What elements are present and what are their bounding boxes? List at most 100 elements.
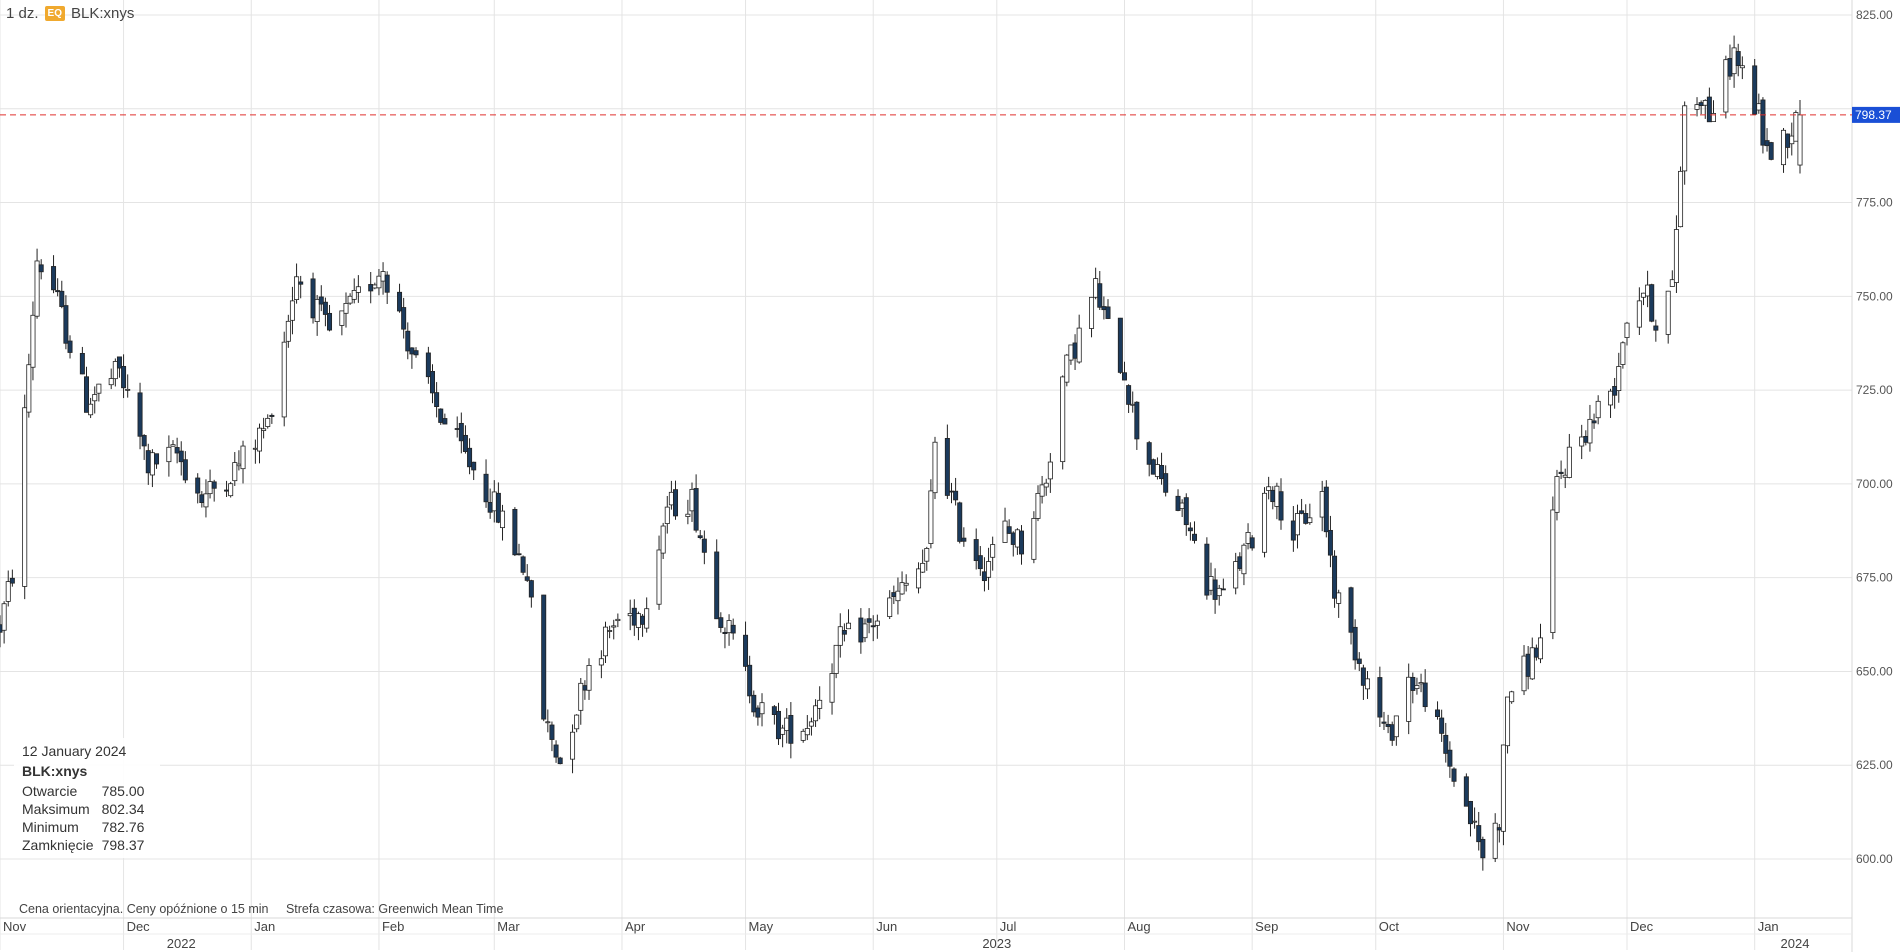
candle-body (1060, 376, 1066, 463)
candle-body (602, 626, 608, 657)
candle-body (1047, 461, 1053, 480)
y-tick-label: 725.00 (1856, 383, 1893, 397)
candle-body (1159, 465, 1165, 480)
candle-body (125, 388, 131, 391)
candle-body (1068, 344, 1074, 361)
tooltip-row-open: Otwarcie 785.00 (22, 782, 152, 800)
candle-body (1208, 576, 1214, 591)
candle-body (55, 290, 61, 293)
candle-body (1521, 655, 1527, 692)
candle-body (170, 444, 176, 447)
candle-body (1064, 354, 1070, 383)
candle-body (664, 506, 670, 524)
candle-body (1640, 292, 1646, 298)
candle-body (1002, 520, 1008, 543)
tooltip-date: 12 January 2024 (22, 743, 127, 759)
candle-body (1789, 135, 1795, 145)
symbol-label[interactable]: BLK:xnys (70, 5, 135, 22)
candle-body (269, 414, 275, 417)
candle-body (730, 624, 736, 634)
interval-label[interactable]: 1 dz. (6, 5, 39, 22)
candle-body (141, 435, 147, 447)
candle-body (775, 710, 781, 740)
ohlc-tooltip: 12 January 2024 BLK:xnys Otwarcie 785.00 … (14, 738, 161, 858)
candle-body (1579, 436, 1585, 447)
candle-body (635, 613, 641, 628)
candle-body (1727, 58, 1733, 77)
candle-body (112, 361, 118, 380)
candle-body (298, 281, 304, 285)
candle-body (1039, 484, 1045, 497)
candle-body (224, 489, 230, 492)
candle-body (1533, 647, 1539, 658)
candle-body (673, 489, 679, 517)
candle-body (1694, 104, 1700, 110)
candle-body (1117, 317, 1123, 373)
candle-body (1591, 420, 1597, 424)
candle-body (1406, 676, 1412, 722)
tooltip-row-low: Minimum 782.76 (22, 818, 152, 836)
candle-body (1463, 776, 1469, 807)
candle-body (1105, 306, 1111, 319)
candle-body (1233, 561, 1239, 589)
tooltip-value: 785.00 (101, 783, 145, 799)
candle-body (397, 291, 403, 312)
candle-body (800, 730, 806, 741)
candle-body (1447, 749, 1453, 767)
candle-body (1332, 555, 1338, 599)
candle-body (1550, 509, 1556, 634)
candle-body (1554, 476, 1560, 513)
candle-body (1529, 647, 1535, 680)
x-month-label: Jul (1000, 919, 1017, 934)
candle-body (1266, 486, 1272, 491)
x-year-label: 2023 (982, 936, 1011, 951)
candle-body (294, 276, 300, 300)
candle-body (1352, 626, 1358, 661)
candle-body (1179, 502, 1185, 510)
candle-body (1183, 497, 1189, 526)
candle-body (726, 620, 732, 634)
candle-body (232, 462, 238, 482)
candle-body (9, 577, 15, 584)
candle-body (1121, 372, 1127, 381)
candle-body (145, 450, 151, 474)
candle-body (1702, 100, 1708, 106)
y-tick-label: 600.00 (1856, 852, 1893, 866)
candle-body (108, 378, 114, 386)
y-tick-label: 700.00 (1856, 477, 1893, 491)
candle-body (1220, 588, 1226, 591)
candle-body (149, 452, 155, 476)
candle-body (1785, 133, 1791, 148)
candle-body (1245, 532, 1251, 544)
y-tick-label: 750.00 (1856, 289, 1893, 303)
x-month-label: Aug (1127, 919, 1150, 934)
candle-body (1595, 400, 1601, 419)
tooltip-label: Otwarcie (22, 783, 78, 799)
candle-body (1299, 510, 1305, 514)
candle-body (351, 290, 357, 300)
x-year-label: 2024 (1781, 936, 1810, 951)
candle-body (1043, 482, 1049, 488)
candle-body (322, 301, 328, 315)
candle-body (1768, 142, 1774, 160)
candle-body (1435, 709, 1441, 717)
candle-body (1752, 65, 1758, 115)
candle-body (429, 371, 435, 394)
tooltip-label: Maksimum (22, 801, 90, 817)
candle-body (586, 664, 592, 691)
candle-body (1505, 696, 1511, 747)
candle-body (1410, 676, 1416, 691)
candle-body (841, 630, 847, 635)
candle-body (203, 493, 209, 508)
candle-body (743, 634, 749, 667)
candle-body (1496, 827, 1502, 831)
candle-body (281, 341, 287, 418)
candle-body (1327, 529, 1333, 556)
candle-body (574, 714, 580, 730)
tooltip-value: 802.34 (101, 801, 145, 817)
candle-body (870, 625, 876, 628)
tooltip-table: Otwarcie 785.00 Maksimum 802.34 Minimum 782… (22, 782, 152, 854)
candle-body (1389, 724, 1395, 741)
candle-body (817, 699, 823, 709)
